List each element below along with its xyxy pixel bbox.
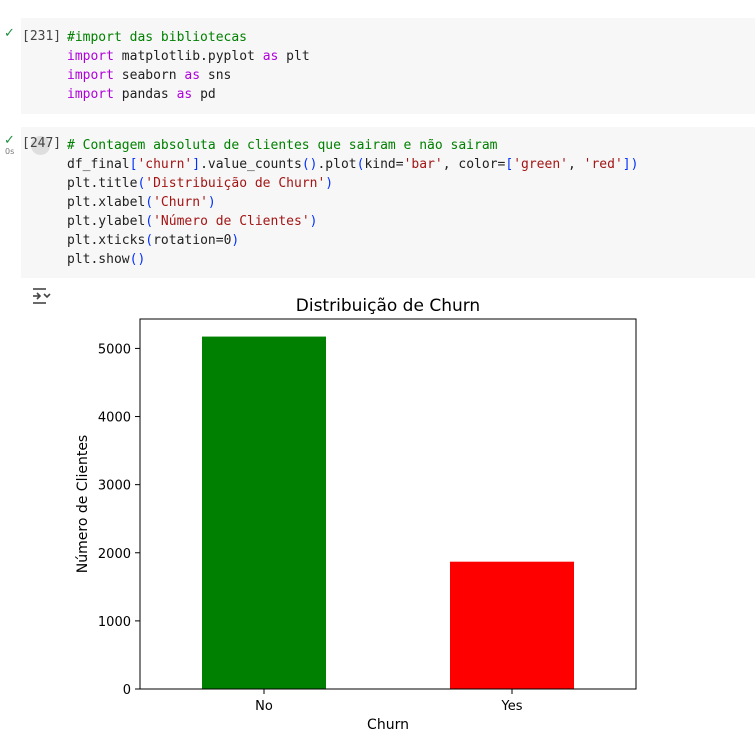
plot-frame: [139, 318, 637, 690]
cell-background: [21, 18, 755, 114]
check-icon: ✓: [4, 133, 15, 148]
code-editor[interactable]: #import das bibliotecas import matplotlib…: [67, 28, 310, 104]
y-tick-label: 1000: [98, 615, 131, 630]
execution-count: [247]: [22, 136, 62, 151]
code-line: import matplotlib.pyplot as plt: [67, 49, 310, 64]
x-axis-label: Churn: [367, 717, 409, 733]
run-button[interactable]: [31, 136, 50, 155]
code-line: plt.xlabel('Churn'): [67, 195, 216, 210]
code-line: plt.ylabel('Número de Clientes'): [67, 214, 318, 229]
bar-no: [202, 336, 326, 689]
cell-background: [21, 127, 755, 278]
code-line: #import das bibliotecas: [67, 30, 248, 45]
execution-time: 0s: [5, 147, 15, 156]
x-tick-label: No: [255, 699, 273, 714]
churn-bar-chart: Distribuição de Churn 0 1000 2000 3000 4000 5…: [75, 296, 637, 733]
code-line: import pandas as pd: [67, 87, 216, 102]
chart-title: Distribuição de Churn: [296, 296, 480, 316]
y-axis-label: Número de Clientes: [75, 435, 91, 573]
x-tick-label: Yes: [501, 699, 523, 714]
y-tick-label: 2000: [98, 547, 131, 562]
y-tick-label: 5000: [98, 342, 131, 357]
code-cell-imports[interactable]: ✓ [231] #import das bibliotecas import ma…: [0, 18, 755, 114]
code-editor[interactable]: # Contagem absoluta de clientes que sair…: [67, 136, 638, 269]
code-cell-plot[interactable]: ✓ 0s [247] # Contagem absoluta de client…: [0, 127, 755, 278]
code-line: import seaborn as sns: [67, 68, 232, 83]
execution-count: [231]: [22, 29, 62, 44]
code-line: plt.show(): [67, 252, 146, 267]
code-line: # Contagem absoluta de clientes que sair…: [67, 138, 498, 153]
code-line: plt.title('Distribuição de Churn'): [67, 176, 334, 191]
output-toggle-icon[interactable]: [31, 287, 51, 305]
y-tick-label: 3000: [98, 479, 131, 494]
code-line: df_final['churn'].value_counts().plot(ki…: [67, 157, 639, 172]
check-icon: ✓: [4, 26, 15, 41]
y-tick-label: 4000: [98, 411, 131, 426]
bar-yes: [450, 561, 574, 689]
y-tick-label: 0: [123, 683, 131, 698]
code-line: plt.xticks(rotation=0): [67, 233, 240, 248]
